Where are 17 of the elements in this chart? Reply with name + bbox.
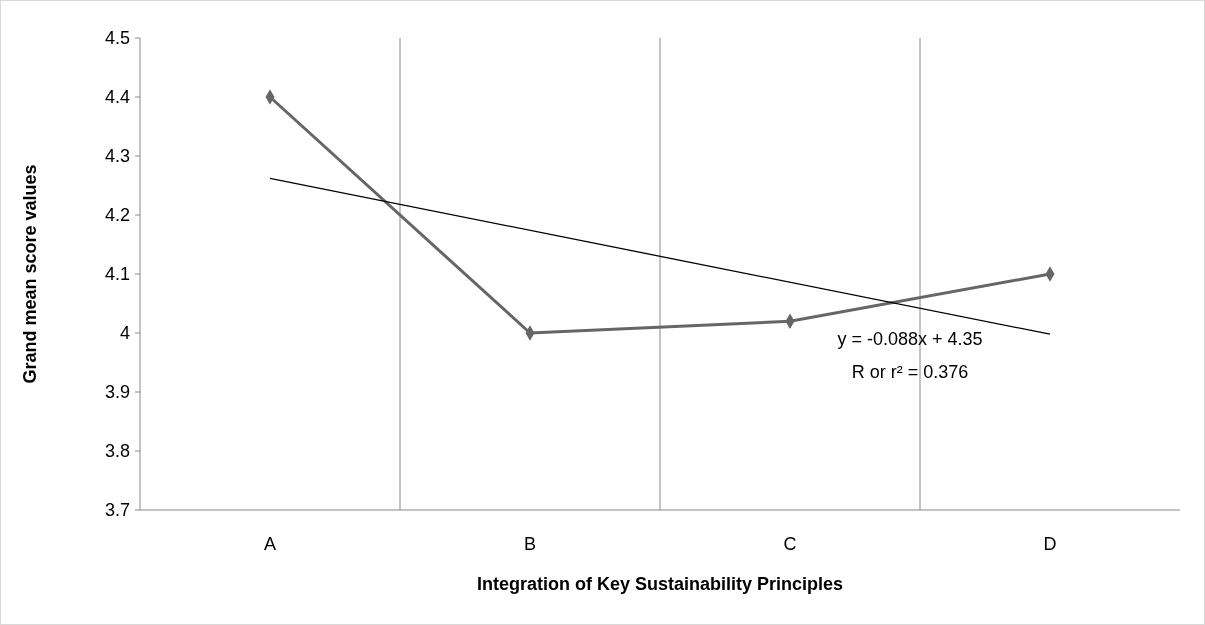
- y-tick-label: 3.9: [104, 382, 130, 403]
- x-tick-label: B: [523, 534, 537, 554]
- y-tick-label: 4.2: [104, 205, 130, 226]
- annotation: R or r² = 0.376: [851, 362, 969, 382]
- y-tick-label: 3.7: [104, 500, 130, 521]
- x-tick-label: A: [263, 534, 277, 554]
- y-tick-label: 3.8: [104, 441, 130, 462]
- x-tick-label: C: [783, 534, 797, 554]
- y-tick-label: 4.3: [104, 146, 130, 167]
- x-tick-label: D: [1043, 534, 1057, 554]
- y-tick-label: 4.5: [104, 28, 130, 49]
- y-tick-label: 4.4: [104, 87, 130, 108]
- y-axis-title: Grand mean score values: [20, 164, 40, 384]
- annotation: y = -0.088x + 4.35: [837, 329, 983, 349]
- x-axis-title: Integration of Key Sustainability Principles: [476, 574, 844, 594]
- y-tick-label: 4.1: [104, 264, 130, 285]
- y-tick-label: 4: [119, 323, 130, 344]
